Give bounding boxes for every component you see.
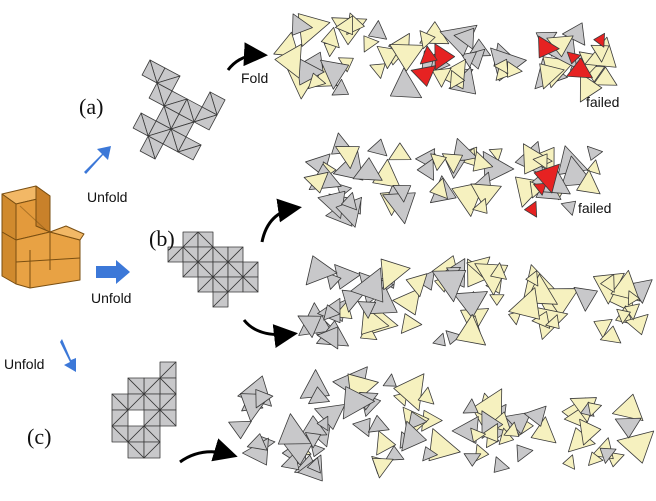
net-c — [111, 361, 177, 459]
black-curved-arrow-icon — [179, 42, 302, 464]
fold-c-stage-2 — [332, 366, 461, 479]
fold-label: Fold — [241, 70, 269, 86]
panel-label-c: (c) — [27, 424, 52, 449]
l-shaped-cube-icon — [1, 185, 85, 289]
fold-c-stage-1 — [228, 369, 346, 482]
failed-label-b: failed — [578, 200, 612, 216]
panel-label-b: (b) — [149, 226, 175, 251]
net-a — [132, 59, 226, 161]
unfold-label-2: Unfold — [91, 290, 132, 306]
unfold-label-1: Unfold — [87, 189, 128, 205]
panel-label-a: (a) — [79, 94, 104, 119]
failed-label-a: failed — [586, 94, 620, 110]
fold-a-stage-2 — [410, 21, 527, 95]
fold-a-stage-3 — [534, 22, 618, 103]
fold-c-stage-4 — [561, 393, 655, 470]
fold-b-bot-1 — [297, 255, 411, 350]
fold-c-stage-3 — [451, 388, 557, 473]
fold-b-top-2 — [415, 137, 515, 217]
fold-b-top-3 — [514, 141, 604, 218]
fold-b-bot-3 — [474, 262, 580, 340]
unfold-label-3: Unfold — [4, 356, 45, 372]
fold-b-bot-4 — [573, 269, 653, 344]
net-b — [167, 231, 259, 308]
blue-arrow-icon — [60, 146, 130, 372]
fold-a-stage-1 — [273, 12, 426, 100]
fold-b-top-1 — [303, 132, 416, 228]
